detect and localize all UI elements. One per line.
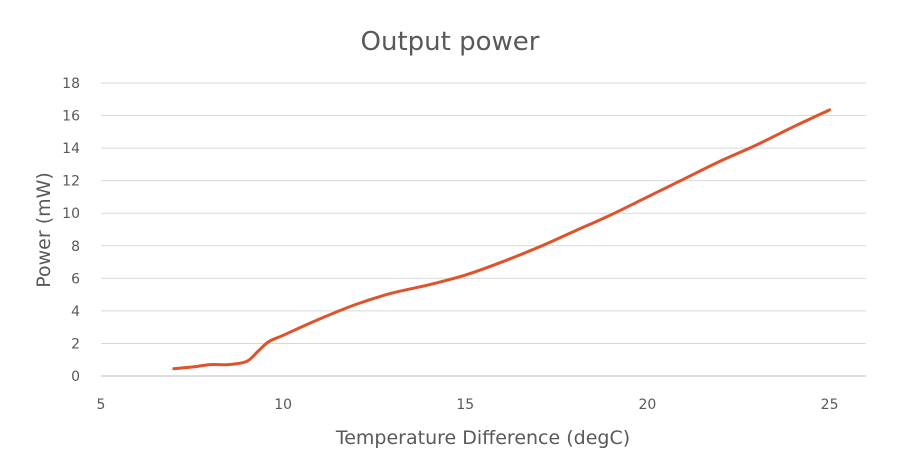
y-axis-label: Power (mW) — [33, 172, 55, 288]
y-tick-label: 8 — [71, 239, 80, 255]
x-tick-label: 10 — [274, 397, 292, 413]
y-tick-label: 12 — [62, 174, 80, 190]
y-tick-label: 0 — [71, 369, 80, 385]
x-tick-label: 20 — [639, 397, 657, 413]
grid-lines — [101, 82, 866, 377]
y-tick-label: 2 — [71, 336, 80, 352]
x-axis-label: Temperature Difference (degC) — [335, 427, 630, 449]
y-tick-label: 14 — [62, 141, 80, 157]
series-line-output-power — [172, 108, 832, 371]
series-layer — [172, 108, 832, 371]
x-tick-label: 15 — [456, 397, 474, 413]
y-tick-labels: 0 2 4 6 8 10 12 14 16 18 — [62, 76, 80, 385]
y-tick-label: 6 — [71, 271, 80, 287]
y-tick-label: 10 — [62, 206, 80, 222]
y-tick-label: 4 — [71, 304, 80, 320]
y-tick-label: 18 — [62, 76, 80, 92]
x-tick-label: 25 — [821, 397, 839, 413]
chart-title: Output power — [361, 27, 540, 57]
x-tick-label: 5 — [97, 397, 106, 413]
x-tick-labels: 5 10 15 20 25 — [97, 397, 839, 413]
y-tick-label: 16 — [62, 109, 80, 125]
